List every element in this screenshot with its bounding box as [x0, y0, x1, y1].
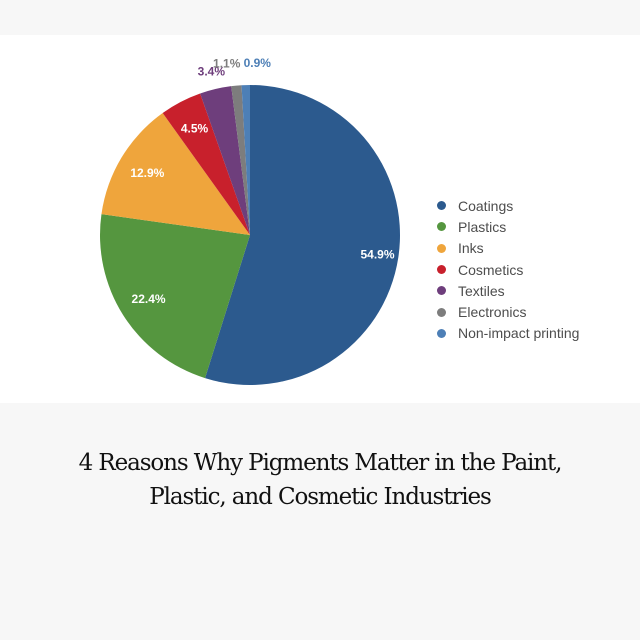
legend-swatch-plastics [437, 222, 446, 232]
article-title: 4 Reasons Why Pigments Matter in the Pai… [40, 446, 600, 514]
legend-label-textiles: Textiles [458, 282, 505, 299]
pie-slice-cosmetics [162, 93, 250, 235]
pie-slice-coatings [205, 85, 400, 386]
legend-item-non-impact-printing: Non-impact printing [437, 323, 579, 344]
legend-label-plastics: Plastics [458, 218, 507, 235]
legend-item-plastics: Plastics [437, 216, 579, 237]
legend-label-electronics: Electronics [458, 304, 527, 321]
legend-label-non-impact-printing: Non-impact printing [458, 325, 580, 342]
article-title-line-1: 4 Reasons Why Pigments Matter in the Pai… [78, 450, 563, 476]
pie-chart-panel: 54.9% 22.4% 12.9% 4.5% 3.4% 1.1% 0.9% Coatings… [0, 35, 640, 403]
pie-slice-plastics [100, 214, 250, 379]
data-label-cosmetics: 4.5% [181, 122, 209, 136]
legend-swatch-coatings [437, 201, 446, 211]
legend-swatch-non-impact-printing [437, 328, 446, 338]
legend-item-textiles: Textiles [437, 280, 579, 301]
data-label-non-impact-printing: 0.9% [244, 56, 272, 70]
legend-label-inks: Inks [458, 240, 484, 257]
legend-item-electronics: Electronics [437, 301, 579, 322]
pie-slice-non-impact-printing [241, 85, 250, 235]
legend-item-inks: Inks [437, 238, 579, 259]
legend-swatch-electronics [437, 307, 446, 317]
legend-swatch-inks [437, 243, 446, 253]
pie-slice-electronics [231, 85, 250, 235]
data-label-electronics: 1.1% [213, 57, 241, 71]
article-title-line-2: Plastic, and Cosmetic Industries [149, 484, 492, 510]
legend-item-coatings: Coatings [437, 195, 579, 216]
data-label-plastics: 22.4% [132, 292, 166, 306]
legend-swatch-textiles [437, 286, 446, 296]
pie-slice-textiles [200, 86, 250, 235]
chart-legend: Coatings Plastics Inks Cosmetics Textiles Ele… [437, 195, 579, 344]
pie-chart: 54.9% 22.4% 12.9% 4.5% 3.4%1.1% 0.9% [100, 56, 400, 386]
data-label-textiles: 3.4% [198, 65, 226, 79]
legend-label-cosmetics: Cosmetics [458, 261, 524, 278]
legend-label-coatings: Coatings [458, 197, 514, 214]
pie-slice-inks [101, 113, 251, 235]
legend-item-cosmetics: Cosmetics [437, 259, 579, 280]
legend-swatch-cosmetics [437, 265, 446, 275]
data-label-inks: 12.9% [130, 166, 164, 180]
data-label-coatings: 54.9% [360, 248, 394, 262]
